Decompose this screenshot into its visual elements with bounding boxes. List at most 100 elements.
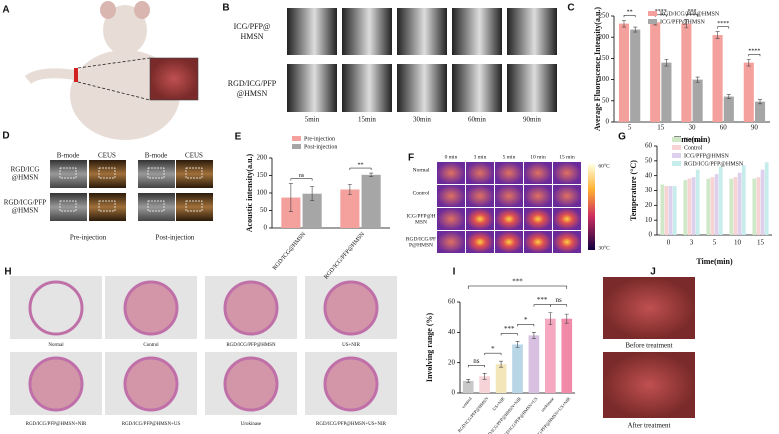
legend-swatch bbox=[672, 137, 681, 142]
y-tick-label: 50 bbox=[260, 206, 268, 214]
image bbox=[466, 231, 494, 253]
significance-bracket bbox=[484, 352, 502, 356]
column-label: 5 min bbox=[503, 154, 516, 160]
image bbox=[524, 208, 552, 230]
image bbox=[507, 8, 557, 55]
error-bar bbox=[288, 183, 293, 212]
time-label: 15min bbox=[358, 116, 376, 124]
roi-box bbox=[147, 200, 165, 212]
error-bar bbox=[621, 19, 626, 28]
vessel-section bbox=[223, 356, 279, 412]
bar bbox=[479, 376, 490, 393]
significance-label: ns bbox=[299, 173, 305, 179]
row-label: ICG/PFP@ bbox=[234, 22, 271, 31]
bar bbox=[462, 380, 474, 393]
error-bar bbox=[664, 58, 669, 67]
significance-label: ns bbox=[555, 296, 562, 304]
bar bbox=[691, 177, 696, 235]
bar bbox=[764, 162, 769, 235]
bar bbox=[754, 101, 766, 122]
bar bbox=[340, 189, 360, 228]
column-label: B-mode bbox=[145, 152, 168, 160]
image bbox=[397, 8, 447, 55]
x-tick-label: RGD/ICG/PFP@HMSN bbox=[457, 396, 490, 434]
image bbox=[524, 162, 552, 184]
y-tick-label: 10 bbox=[645, 216, 653, 224]
legend-swatch bbox=[292, 144, 301, 149]
error-bar bbox=[310, 186, 315, 201]
error-bar bbox=[758, 99, 763, 105]
error-bar bbox=[369, 172, 374, 177]
caption: Urokinase bbox=[241, 422, 262, 427]
vessel-section bbox=[28, 356, 84, 412]
x-tick-label: 15 bbox=[757, 239, 765, 247]
bar bbox=[512, 344, 523, 393]
image bbox=[342, 8, 392, 55]
column-label: 10 min bbox=[530, 154, 546, 160]
time-label: 90min bbox=[523, 116, 541, 124]
legend-swatch bbox=[648, 11, 657, 16]
significance-bracket bbox=[533, 304, 551, 307]
x-tick-label: 10 bbox=[734, 239, 742, 247]
error-bar bbox=[548, 312, 553, 326]
significance-bracket bbox=[467, 285, 568, 289]
image bbox=[138, 193, 175, 221]
caption: RGD/ICG/PFP@HMSN+NIR bbox=[26, 422, 87, 427]
image bbox=[287, 8, 337, 55]
mouse-illustration bbox=[24, 1, 199, 140]
x-tick-label: 5 bbox=[713, 239, 717, 247]
bar bbox=[672, 186, 677, 235]
panel-label: C bbox=[567, 3, 574, 14]
time-label: 5min bbox=[305, 116, 320, 124]
image bbox=[89, 160, 126, 188]
image bbox=[342, 64, 392, 112]
y-axis-label: Average Fluorescence Intensity(a.u.) bbox=[593, 7, 602, 131]
significance-label: *** bbox=[688, 9, 697, 15]
y-axis-label: Acoustic intensity(a.u.) bbox=[245, 153, 254, 232]
y-tick-label: 20 bbox=[645, 201, 653, 209]
time-label: 60min bbox=[468, 116, 486, 124]
bar bbox=[281, 197, 301, 228]
significance-bracket bbox=[686, 14, 698, 17]
x-tick-label: 15 bbox=[657, 124, 665, 132]
vessel-section bbox=[323, 280, 379, 336]
legend-label: Pre-injection bbox=[304, 136, 335, 142]
image bbox=[495, 162, 523, 184]
bar bbox=[495, 364, 507, 393]
bar bbox=[733, 177, 738, 235]
y-tick-label: 30 bbox=[645, 186, 653, 194]
error-bar bbox=[347, 183, 352, 196]
error-bar bbox=[695, 76, 700, 83]
caption: RGD/ICG/PFP@HMSN bbox=[226, 343, 276, 348]
legend-swatch bbox=[292, 136, 301, 141]
legend-swatch bbox=[672, 161, 681, 166]
column-label: 0 min bbox=[445, 154, 458, 160]
image bbox=[452, 64, 502, 112]
vessel-section bbox=[123, 280, 179, 336]
image bbox=[287, 64, 337, 112]
x-tick-label: RGD/ICG/PFP@HMSN bbox=[323, 231, 366, 281]
significance-label: * bbox=[524, 316, 528, 324]
bar bbox=[661, 62, 672, 122]
y-tick-label: 60 bbox=[448, 298, 456, 306]
significance-label: *** bbox=[512, 278, 523, 286]
significance-label: *** bbox=[504, 325, 515, 333]
panel-label: I bbox=[453, 267, 456, 278]
image bbox=[138, 160, 175, 188]
image bbox=[553, 185, 581, 207]
bar bbox=[630, 29, 641, 122]
error-bar bbox=[715, 31, 720, 39]
significance-label: ** bbox=[358, 162, 364, 168]
y-tick-label: 100 bbox=[599, 75, 610, 83]
y-axis-label: Involving range (%) bbox=[425, 313, 434, 383]
bar bbox=[528, 335, 540, 393]
image bbox=[176, 160, 213, 188]
row-label: @HMSN bbox=[237, 89, 268, 98]
bar bbox=[668, 186, 673, 235]
legend-label: RGD/ICG/PFP@HMSN bbox=[660, 11, 720, 17]
y-tick-label: 50 bbox=[645, 156, 653, 164]
x-tick-label: RGD/ICG@HMSN bbox=[272, 231, 308, 272]
bar bbox=[361, 174, 381, 228]
legend-swatch bbox=[648, 19, 657, 24]
